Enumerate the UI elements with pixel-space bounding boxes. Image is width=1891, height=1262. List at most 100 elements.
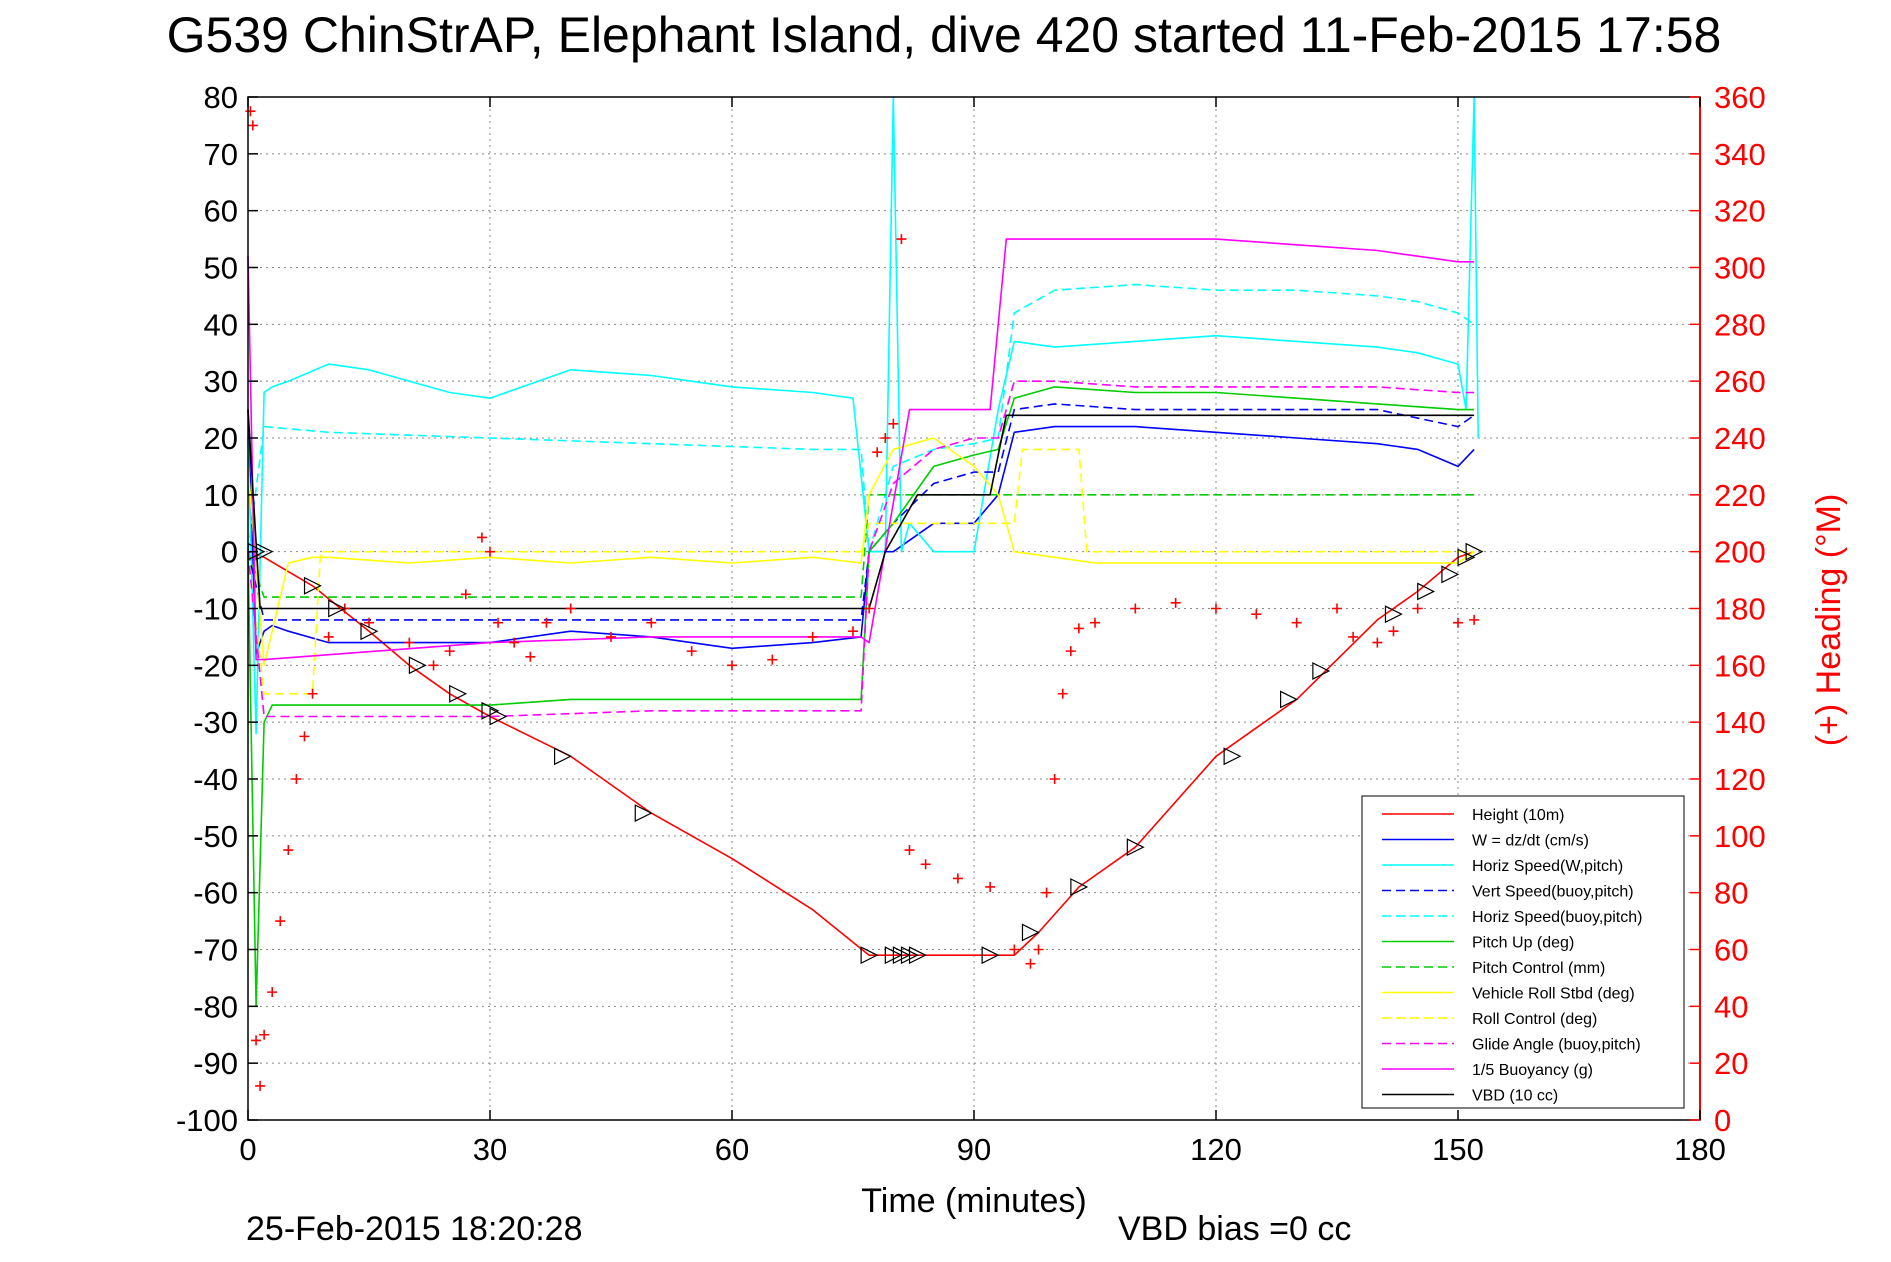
heading-point [1033,944,1044,955]
heading-point [565,603,576,614]
y-tick-label: -20 [193,648,238,683]
legend-label-12: VBD (10 cc) [1472,1088,1558,1105]
y-tick-label: 40 [204,307,238,342]
height-triangle-marker [408,656,427,675]
heading-point [476,532,487,543]
heading-point [509,637,520,648]
x-tick-label: 120 [1190,1132,1242,1167]
series-line-12 [247,409,1475,610]
y2-tick-label: 80 [1714,876,1748,911]
y-tick-label: 80 [204,80,238,115]
height-triangle-marker [449,684,468,703]
heading-point [1073,623,1084,634]
y-tick-label: -70 [193,933,238,968]
heading-point [1090,617,1100,628]
heading-point [1372,637,1383,648]
heading-point [1065,646,1076,657]
height-triangle-marker [1070,878,1089,896]
y2-tick-label: 60 [1714,933,1748,968]
heading-point [541,617,552,628]
legend-box [1361,795,1685,1109]
heading-point [1332,603,1342,614]
heading-point [1412,603,1423,614]
y-tick-label: -100 [176,1103,238,1138]
y2-tick-label: 140 [1714,705,1766,740]
heading-point [364,617,374,628]
x-tick-label: 30 [473,1132,507,1167]
heading-point [247,120,258,131]
height-triangle-marker [554,747,572,766]
series-layer [247,96,1479,1008]
tick-layer: 0 30 60 90 120 150 18080706050403020100-10-20-… [176,80,1766,1167]
heading-point [299,731,310,742]
series-line-3 [247,96,1479,735]
heading-point [1041,887,1052,898]
legend-label-11: 1/5 Buoyancy (g) [1472,1062,1593,1079]
legend-label-3: Horiz Speed(W,pitch) [1472,858,1623,875]
height-triangle-marker [1126,838,1145,857]
heading-point [1025,958,1036,969]
height-triangle-marker [303,576,322,595]
heading-point [255,1080,266,1091]
y2-tick-label: 0 [1714,1103,1731,1138]
heading-point [1057,688,1068,699]
heading-point [1251,609,1262,620]
height-triangle-marker [1441,565,1460,584]
heading-point [259,1029,270,1040]
heading-point [1469,614,1480,625]
heading-point [1291,617,1302,628]
legend-label-9: Roll Control (deg) [1472,1011,1597,1028]
heading-point [896,234,907,245]
y-tick-label: -80 [193,989,238,1024]
heading-point [727,660,737,671]
legend-label-1: Height (10m) [1472,807,1564,824]
heading-point [251,1035,262,1046]
heading-point [444,646,455,657]
y-tick-label: 70 [204,137,238,172]
right-axis-label: (+) Heading (°M) [1810,494,1848,747]
heading-point [880,433,891,443]
heading-point [864,603,875,614]
legend: Height (10m) W = dz/dt (cm/s) Horiz Speed(… [1361,795,1685,1109]
height-triangle-marker [634,804,653,823]
series-line-8 [247,437,1475,667]
series-line-7 [247,493,1475,598]
heading-point [493,617,504,628]
legend-label-5: Horiz Speed(buoy,pitch) [1472,909,1642,926]
legend-label-10: Glide Angle (buoy,pitch) [1472,1037,1641,1054]
height-triangle-marker [328,599,347,618]
heading-point [848,626,858,637]
series-line-2 [247,409,1475,655]
y2-tick-label: 120 [1714,762,1766,797]
y-tick-label: 60 [204,194,238,229]
y-tick-label: -90 [193,1046,238,1081]
y2-tick-label: 300 [1714,251,1766,286]
heading-series-layer [245,106,1480,1091]
height-triangle-marker [860,946,879,965]
heading-point [307,688,318,699]
x-axis-label: Time (minutes) [861,1182,1086,1220]
heading-point [323,631,334,642]
y2-tick-label: 280 [1714,307,1766,342]
series-line-9 [247,448,1475,695]
height-triangle-marker [1465,542,1484,561]
heading-point [1211,603,1221,614]
heading-point [606,631,616,642]
heading-point [267,987,278,998]
height-triangle-marker [1417,582,1436,601]
y2-tick-label: 360 [1714,80,1766,115]
heading-point [1348,631,1359,642]
x-tick-label: 0 [239,1132,256,1167]
height-triangle-marker [1312,662,1331,680]
height-triangle-marker [1223,747,1242,766]
heading-point [952,873,963,884]
y-tick-label: -10 [193,592,238,627]
series-line-10 [247,380,1475,718]
x-tick-label: 150 [1432,1132,1484,1167]
legend-label-6: Pitch Up (deg) [1472,935,1574,952]
y2-tick-label: 220 [1714,478,1766,513]
height-triangle-marker [981,946,1000,965]
legend-label-8: Vehicle Roll Stbd (deg) [1472,986,1635,1003]
heading-point [686,646,697,657]
height-triangle-marker [360,622,379,641]
